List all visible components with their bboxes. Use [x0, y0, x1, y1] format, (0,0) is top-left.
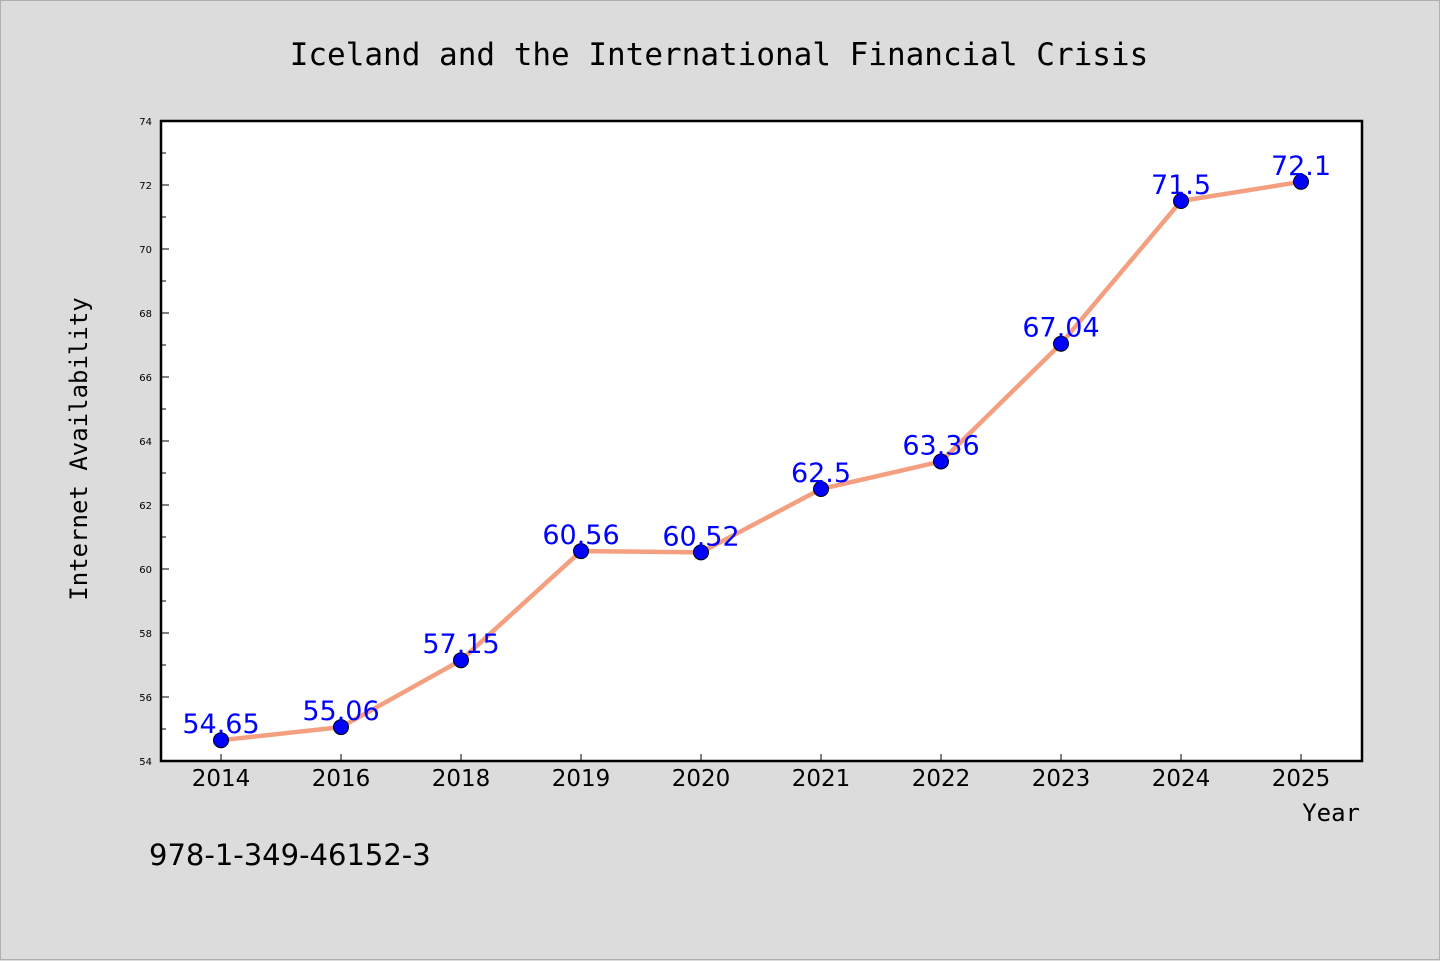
data-label: 67.04: [1022, 313, 1099, 344]
y-tick-label: 56: [139, 693, 152, 704]
data-label: 55.06: [302, 696, 379, 727]
x-axis: 2014 2016 2018 2019 2020 2021 2022 2023 2024 2025: [192, 754, 1331, 792]
y-tick-label: 68: [139, 309, 152, 320]
y-axis: 54 56 58 60 62 64 66 68 70 72 74: [139, 117, 169, 768]
data-point: [333, 719, 349, 736]
x-tick-label: 2018: [432, 766, 491, 792]
data-label: 60.56: [542, 520, 619, 551]
x-tick-label: 2023: [1032, 766, 1091, 792]
y-tick-label: 74: [139, 117, 152, 128]
chart-title: Iceland and the International Financial …: [290, 37, 1149, 73]
data-markers: [213, 173, 1309, 749]
x-axis-title: Year: [1302, 799, 1360, 827]
data-point: [693, 544, 709, 561]
data-point: [813, 481, 829, 497]
y-tick-label: 58: [139, 629, 152, 640]
data-label: 72.1: [1271, 151, 1331, 182]
data-point: [573, 543, 589, 560]
data-point: [1053, 335, 1069, 352]
y-tick-label: 64: [139, 437, 152, 448]
series-line: [218, 179, 1304, 743]
data-labels: 54.65 55.06 57.15 60.56 60.52 62.5 63.36 67.04 7…: [182, 151, 1331, 740]
data-label: 63.36: [902, 430, 979, 461]
x-tick-label: 2024: [1152, 766, 1211, 792]
y-tick-label: 70: [139, 245, 152, 256]
data-point: [213, 732, 229, 749]
x-tick-label: 2016: [312, 766, 371, 792]
data-label: 62.5: [791, 458, 851, 489]
y-tick-label: 62: [139, 501, 152, 512]
y-tick-label: 54: [139, 757, 152, 768]
isbn-text: 978-1-349-46152-3: [149, 838, 431, 872]
x-tick-label: 2020: [672, 766, 731, 792]
x-tick-label: 2014: [192, 766, 251, 792]
data-point: [1293, 173, 1309, 190]
data-point: [453, 652, 469, 669]
y-axis-title: Internet Availability: [65, 297, 93, 600]
data-label: 71.5: [1151, 170, 1211, 201]
x-tick-label: 2019: [552, 766, 611, 792]
series-line-group: [218, 179, 1304, 743]
data-label: 60.52: [662, 521, 739, 552]
y-tick-label: 66: [139, 373, 152, 384]
data-label: 54.65: [182, 709, 259, 740]
data-label: 57.15: [422, 629, 499, 660]
y-tick-label: 60: [139, 565, 152, 576]
data-point: [933, 453, 949, 470]
plot-area: [159, 119, 1364, 763]
x-tick-label: 2022: [912, 766, 971, 792]
x-tick-label: 2021: [792, 766, 851, 792]
y-tick-label: 72: [139, 181, 152, 192]
x-tick-label: 2025: [1272, 766, 1331, 792]
data-point: [1173, 193, 1189, 209]
